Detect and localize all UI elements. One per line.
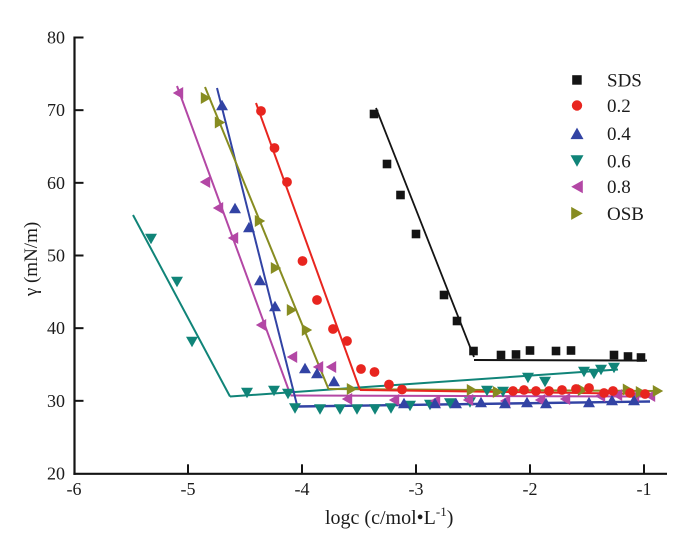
svg-text:50: 50 — [47, 246, 65, 266]
svg-text:-1: -1 — [637, 479, 652, 499]
svg-text:30: 30 — [47, 391, 65, 411]
svg-text:logc (c/mol•L-1): logc (c/mol•L-1) — [325, 504, 453, 529]
svg-text:0.4: 0.4 — [607, 124, 631, 145]
svg-text:20: 20 — [47, 464, 65, 484]
svg-text:γ (mN/m): γ (mN/m) — [21, 222, 42, 297]
svg-text:0.6: 0.6 — [607, 152, 631, 173]
svg-text:0.2: 0.2 — [607, 96, 631, 117]
svg-text:-5: -5 — [181, 479, 196, 499]
svg-text:60: 60 — [47, 173, 65, 193]
svg-text:80: 80 — [47, 28, 65, 48]
svg-text:70: 70 — [47, 100, 65, 120]
svg-text:-6: -6 — [67, 479, 82, 499]
svg-text:-2: -2 — [523, 479, 538, 499]
svg-text:40: 40 — [47, 318, 65, 338]
svg-text:-3: -3 — [409, 479, 424, 499]
svg-text:SDS: SDS — [607, 71, 642, 92]
svg-text:0.8: 0.8 — [607, 177, 631, 198]
svg-text:-4: -4 — [295, 479, 310, 499]
svg-text:OSB: OSB — [607, 204, 644, 225]
